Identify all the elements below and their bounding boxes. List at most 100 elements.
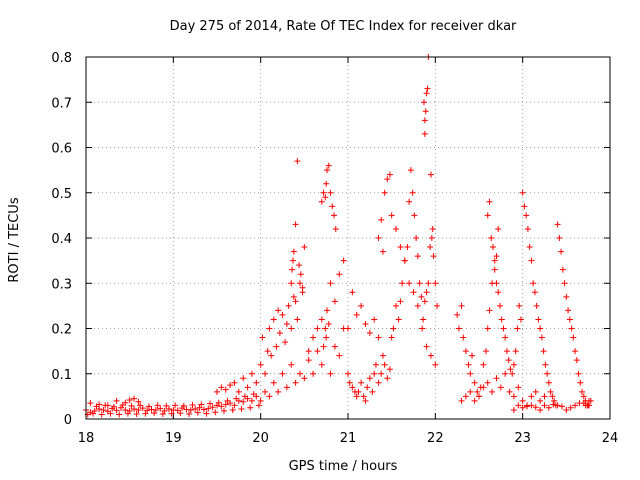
data-point — [200, 406, 207, 413]
data-point — [336, 271, 343, 278]
data-point — [541, 402, 548, 409]
data-point — [113, 407, 120, 414]
data-point — [420, 316, 427, 323]
data-point — [425, 280, 432, 287]
data-point — [397, 298, 404, 305]
data-point — [576, 400, 583, 407]
data-point — [397, 244, 404, 251]
data-point — [244, 384, 251, 391]
data-point — [519, 397, 526, 404]
data-point — [375, 334, 382, 341]
data-point — [500, 325, 507, 332]
data-point — [411, 212, 418, 219]
grid-lines — [86, 57, 610, 419]
data-point — [495, 225, 502, 232]
data-point — [289, 257, 296, 264]
x-tick-label: 18 — [78, 431, 95, 446]
x-tick-label: 19 — [165, 431, 182, 446]
y-axis-label: ROTI / TECUs — [7, 197, 22, 282]
data-point — [233, 395, 240, 402]
data-point — [455, 325, 462, 332]
data-point — [355, 388, 362, 395]
data-point — [187, 406, 194, 413]
data-point — [262, 370, 269, 377]
data-point — [257, 397, 264, 404]
data-point — [497, 384, 504, 391]
data-point — [480, 361, 487, 368]
data-point — [163, 402, 170, 409]
data-point — [502, 334, 509, 341]
x-axis-label: GPS time / hours — [289, 459, 398, 474]
data-point — [214, 388, 220, 395]
data-point — [528, 257, 535, 264]
y-tick-label: 0.8 — [51, 51, 72, 66]
data-point — [381, 361, 388, 368]
data-point — [381, 189, 388, 196]
data-point — [296, 262, 303, 269]
data-point — [87, 400, 94, 407]
data-point — [229, 406, 236, 413]
data-point — [526, 244, 533, 251]
data-point — [532, 404, 539, 411]
data-point — [100, 406, 107, 413]
data-point — [142, 410, 149, 417]
data-point — [318, 198, 325, 205]
data-point — [393, 225, 400, 232]
data-point — [462, 393, 469, 400]
data-point — [345, 325, 351, 332]
data-point — [480, 384, 487, 391]
data-point — [151, 410, 158, 417]
data-point — [282, 339, 289, 346]
data-point — [250, 391, 257, 398]
data-point — [371, 316, 378, 323]
data-point — [323, 180, 330, 187]
data-point — [551, 397, 558, 404]
data-point — [186, 411, 193, 418]
data-point — [519, 189, 526, 196]
data-point — [189, 401, 196, 408]
data-point — [423, 289, 430, 296]
data-point — [292, 379, 299, 386]
data-point — [212, 409, 219, 416]
data-point — [531, 289, 538, 296]
data-point — [172, 402, 179, 409]
x-tick-label: 20 — [252, 431, 269, 446]
data-point — [434, 302, 441, 309]
data-point — [566, 316, 573, 323]
data-point — [423, 343, 430, 350]
data-point — [301, 244, 308, 251]
data-point — [124, 410, 131, 417]
data-point — [104, 402, 111, 409]
data-point — [491, 257, 498, 264]
data-point — [207, 400, 214, 407]
data-point — [561, 280, 568, 287]
data-point — [465, 361, 472, 368]
data-point — [510, 361, 517, 368]
data-point — [248, 370, 255, 377]
data-point — [540, 348, 547, 355]
data-point — [430, 253, 437, 260]
data-point — [331, 298, 338, 305]
data-point — [89, 410, 96, 417]
data-point — [320, 189, 327, 196]
data-point — [515, 402, 522, 409]
data-point — [168, 410, 175, 417]
data-point — [194, 409, 201, 416]
data-point — [460, 334, 467, 341]
data-point — [283, 320, 290, 327]
data-point — [489, 388, 496, 395]
data-point — [180, 402, 187, 409]
data-point — [375, 379, 382, 386]
data-point — [165, 406, 172, 413]
data-point — [305, 348, 312, 355]
data-point — [294, 158, 301, 165]
data-point — [349, 384, 356, 391]
data-point — [331, 343, 338, 350]
data-point — [521, 203, 528, 210]
data-point — [270, 379, 277, 386]
data-point — [139, 405, 146, 412]
data-point — [545, 379, 552, 386]
data-point — [577, 379, 584, 386]
data-point — [416, 280, 423, 287]
data-point — [559, 266, 566, 273]
